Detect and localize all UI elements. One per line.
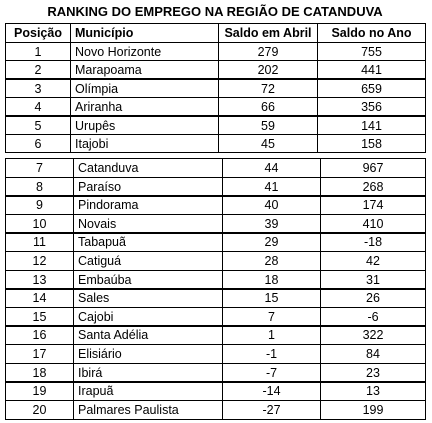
municipality-cell: Sales — [73, 288, 223, 308]
year-balance-cell: -6 — [320, 307, 426, 327]
municipality-cell: Cajobi — [73, 307, 223, 327]
position-cell: 2 — [5, 60, 71, 79]
april-balance-cell: 41 — [222, 177, 321, 197]
year-balance-cell: 322 — [320, 325, 426, 345]
april-balance-cell: 202 — [218, 60, 318, 79]
position-cell: 3 — [5, 79, 71, 98]
april-balance-cell: -7 — [222, 363, 321, 383]
year-balance-cell: 199 — [320, 400, 426, 420]
position-cell: 20 — [5, 400, 74, 420]
april-balance-cell: 29 — [222, 232, 321, 252]
year-balance-cell: 158 — [317, 134, 426, 153]
year-balance-cell: 268 — [320, 177, 426, 197]
april-balance-cell: -1 — [222, 344, 321, 364]
year-balance-cell: 410 — [320, 214, 426, 234]
position-cell: 18 — [5, 363, 74, 383]
municipality-cell: Novais — [73, 214, 223, 234]
april-balance-cell: -27 — [222, 400, 321, 420]
year-balance-cell: 84 — [320, 344, 426, 364]
april-balance-cell: 1 — [222, 325, 321, 345]
year-balance-cell: 26 — [320, 288, 426, 308]
municipality-cell: Itajobi — [70, 134, 219, 153]
april-balance-cell: 45 — [218, 134, 318, 153]
position-cell: 7 — [5, 158, 74, 178]
position-cell: 8 — [5, 177, 74, 197]
municipality-cell: Irapuã — [73, 381, 223, 401]
municipality-cell: Urupês — [70, 116, 219, 135]
april-balance-cell: 72 — [218, 79, 318, 98]
year-balance-cell: 755 — [317, 42, 426, 61]
april-balance-cell: 59 — [218, 116, 318, 135]
year-balance-cell: 356 — [317, 97, 426, 116]
municipality-cell: Palmares Paulista — [73, 400, 223, 420]
municipality-cell: Santa Adélia — [73, 325, 223, 345]
position-cell: 12 — [5, 251, 74, 271]
position-cell: 11 — [5, 232, 74, 252]
header-cell: Saldo no Ano — [317, 23, 426, 43]
april-balance-cell: 44 — [222, 158, 321, 178]
position-cell: 19 — [5, 381, 74, 401]
april-balance-cell: 18 — [222, 270, 321, 290]
position-cell: 16 — [5, 325, 74, 345]
municipality-cell: Paraíso — [73, 177, 223, 197]
year-balance-cell: 659 — [317, 79, 426, 98]
year-balance-cell: 31 — [320, 270, 426, 290]
year-balance-cell: 441 — [317, 60, 426, 79]
municipality-cell: Pindorama — [73, 195, 223, 215]
year-balance-cell: 141 — [317, 116, 426, 135]
municipality-cell: Ariranha — [70, 97, 219, 116]
municipality-cell: Olímpia — [70, 79, 219, 98]
header-cell: Saldo em Abril — [218, 23, 318, 43]
municipality-cell: Tabapuã — [73, 232, 223, 252]
header-cell: Município — [70, 23, 219, 43]
year-balance-cell: -18 — [320, 232, 426, 252]
year-balance-cell: 174 — [320, 195, 426, 215]
april-balance-cell: 28 — [222, 251, 321, 271]
header-cell: Posição — [5, 23, 71, 43]
april-balance-cell: 66 — [218, 97, 318, 116]
april-balance-cell: 40 — [222, 195, 321, 215]
year-balance-cell: 42 — [320, 251, 426, 271]
year-balance-cell: 13 — [320, 381, 426, 401]
position-cell: 6 — [5, 134, 71, 153]
municipality-cell: Novo Horizonte — [70, 42, 219, 61]
municipality-cell: Embaúba — [73, 270, 223, 290]
april-balance-cell: 15 — [222, 288, 321, 308]
april-balance-cell: 39 — [222, 214, 321, 234]
position-cell: 13 — [5, 270, 74, 290]
year-balance-cell: 23 — [320, 363, 426, 383]
title: RANKING DO EMPREGO NA REGIÃO DE CATANDUV… — [47, 4, 383, 19]
position-cell: 15 — [5, 307, 74, 327]
position-cell: 1 — [5, 42, 71, 61]
municipality-cell: Ibirá — [73, 363, 223, 383]
april-balance-cell: -14 — [222, 381, 321, 401]
municipality-cell: Elisiário — [73, 344, 223, 364]
position-cell: 17 — [5, 344, 74, 364]
april-balance-cell: 279 — [218, 42, 318, 61]
position-cell: 10 — [5, 214, 74, 234]
position-cell: 5 — [5, 116, 71, 135]
position-cell: 9 — [5, 195, 74, 215]
position-cell: 4 — [5, 97, 71, 116]
position-cell: 14 — [5, 288, 74, 308]
municipality-cell: Marapoama — [70, 60, 219, 79]
april-balance-cell: 7 — [222, 307, 321, 327]
municipality-cell: Catanduva — [73, 158, 223, 178]
municipality-cell: Catiguá — [73, 251, 223, 271]
year-balance-cell: 967 — [320, 158, 426, 178]
